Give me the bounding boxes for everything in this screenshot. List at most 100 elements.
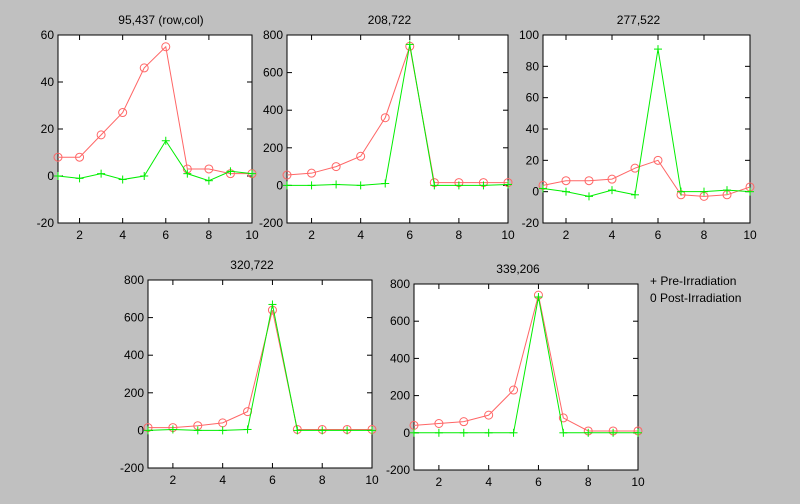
x-tick-label: 6 [162,228,169,242]
post-irradiation-point [118,108,128,118]
post-irradiation-point [307,168,317,178]
y-tick-label: 200 [124,386,144,400]
y-tick-label: 20 [526,153,540,167]
post-irradiation-point [459,417,469,427]
subplot-5: 339,206 -200 0 200 400 600 800 2 4 6 8 10 [386,262,645,489]
pre-irradiation-point [356,181,365,190]
post-irradiation-point [161,42,171,52]
subplot-2: 208,722 -200 0 200 400 600 800 2 4 6 8 10 [259,13,515,242]
x-tick-label: 2 [170,473,177,487]
pre-irradiation-point [97,169,106,178]
x-tick-label: 8 [456,228,463,242]
y-tick-label: 800 [263,28,283,42]
y-tick-label: 0 [403,426,410,440]
pre-irradiation-point [539,184,547,193]
pre-irradiation-point [368,426,376,435]
x-tick-label: 2 [436,475,443,489]
pre-irradiation-point [677,187,685,196]
post-irradiation-line [413,295,638,432]
y-tick-label: 0 [276,178,283,192]
pre-irradiation-point [410,428,418,437]
y-tick-label: 600 [390,314,410,328]
post-irradiation-point [331,162,341,172]
post-irradiation-point [558,413,568,423]
pre-irradiation-point [609,428,618,437]
subplot-3: 277,522 -20 0 20 40 60 80 100 2 4 6 8 10 [519,13,757,242]
pre-irradiation-point [700,187,708,196]
x-tick-label: 4 [219,473,226,487]
post-irradiation-point [380,113,390,123]
pre-irradiation-point [318,426,327,435]
x-tick-label: 4 [119,228,126,242]
x-tick-label: 6 [406,228,413,242]
post-irradiation-point [75,152,85,162]
pre-irradiation-point [204,176,213,185]
y-tick-label: 60 [526,91,540,105]
legend-pre-label: + Pre-Irradiation [650,274,736,288]
x-tick-label: 4 [485,475,492,489]
pre-irradiation-point [248,169,256,178]
y-tick-label: 600 [263,66,283,80]
post-irradiation-point [561,176,571,186]
y-tick-label: 40 [41,75,55,89]
pre-irradiation-point [584,428,593,437]
pre-irradiation-point [534,293,543,302]
y-tick-label: -20 [37,216,55,230]
x-tick-label: 2 [563,228,570,242]
pre-irradiation-point [140,172,149,180]
y-tick-label: 0 [532,185,539,199]
subplot-4: 320,722 -200 0 200 400 600 800 2 4 6 8 10 [120,258,379,487]
x-tick-label: 8 [319,473,326,487]
legend: + Pre-Irradiation 0 Post-Irradiation [650,274,741,305]
post-irradiation-point [204,164,214,174]
x-tick-label: 8 [206,228,213,242]
y-tick-label: 0 [137,423,144,437]
pre-irradiation-point [293,426,302,435]
x-tick-label: 6 [655,228,662,242]
post-irradiation-point [53,152,63,162]
x-tick-label: 8 [585,475,592,489]
pre-irradiation-line [287,44,509,186]
x-tick-label: 2 [76,228,83,242]
y-tick-label: 400 [390,351,410,365]
y-tick-label: 20 [41,122,55,136]
post-irradiation-line [542,159,751,197]
pre-irradiation-point [634,428,642,437]
post-irradiation-line [58,45,252,175]
pre-irradiation-point [332,180,341,189]
pre-irradiation-point [434,428,443,437]
x-tick-label: 10 [501,228,515,242]
post-irradiation-point [584,176,594,186]
x-tick-label: 10 [743,228,757,242]
y-tick-label: 400 [124,348,144,362]
y-tick-label: 60 [41,28,55,42]
y-tick-label: 100 [519,28,539,42]
x-tick-label: 6 [269,473,276,487]
pre-irradiation-point [168,425,177,434]
pre-irradiation-point [343,426,352,435]
pre-irradiation-point [631,190,639,199]
x-tick-label: 10 [245,228,259,242]
pre-irradiation-point [268,300,277,309]
x-tick-label: 8 [701,228,708,242]
plot-area [413,283,639,471]
pre-irradiation-point [243,425,252,434]
pre-irradiation-point [509,428,518,437]
post-irradiation-point [607,174,617,184]
subplot-title: 208,722 [368,13,412,27]
plot-area [286,34,509,224]
plot-area [542,34,751,224]
pre-irradiation-point [608,186,616,195]
subplot-title: 95,437 (row,col) [118,13,203,27]
pre-irradiation-point [144,426,152,435]
y-tick-label: -200 [259,216,283,230]
pre-irradiation-line [542,49,751,197]
x-tick-label: 10 [631,475,645,489]
subplot-1: 95,437 (row,col) -20 0 20 40 60 2 4 6 8 10 [37,13,259,242]
y-tick-label: 0 [47,169,54,183]
post-irradiation-line [286,44,508,184]
pre-irradiation-point [226,167,235,176]
legend-post-label: 0 Post-Irradiation [650,291,741,305]
y-tick-label: 600 [124,311,144,325]
